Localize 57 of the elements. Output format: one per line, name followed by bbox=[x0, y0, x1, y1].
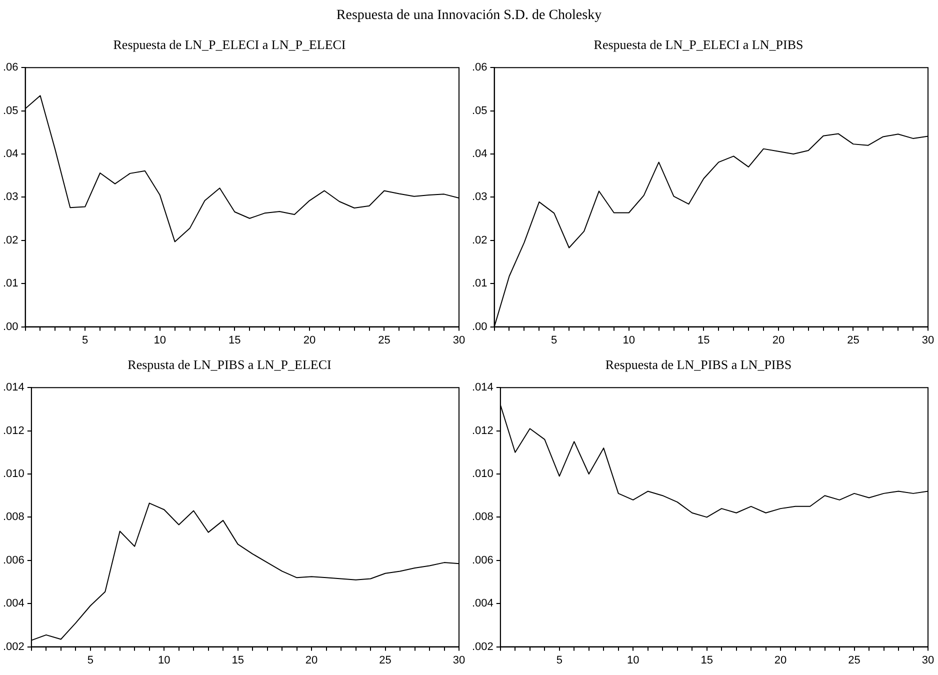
x-tick-label: 20 bbox=[303, 334, 316, 346]
y-tick-label: .006 bbox=[472, 554, 494, 566]
y-tick-label: .01 bbox=[2, 278, 18, 290]
x-tick-label: 15 bbox=[232, 654, 244, 666]
x-tick-label: 10 bbox=[626, 654, 640, 666]
chart-title: Respuesta de LN_PIBS a LN_PIBS bbox=[605, 357, 792, 372]
y-tick-label: .014 bbox=[2, 382, 24, 394]
y-tick-label: .06 bbox=[472, 62, 488, 74]
y-tick-label: .03 bbox=[472, 191, 488, 204]
x-tick-label: 10 bbox=[622, 334, 636, 346]
y-tick-label: .002 bbox=[472, 640, 494, 653]
y-tick-label: .05 bbox=[2, 104, 18, 117]
text: Respuesta de una Innovación S.D. de Cholesky bbox=[336, 8, 602, 23]
y-tick-label: .00 bbox=[2, 320, 18, 333]
y-tick-label: .02 bbox=[2, 234, 18, 246]
y-tick-label: .010 bbox=[472, 468, 494, 480]
x-tick-label: 25 bbox=[379, 654, 392, 666]
y-tick-label: .06 bbox=[2, 62, 18, 74]
x-tick-label: 20 bbox=[305, 654, 318, 666]
x-tick-label: 5 bbox=[87, 654, 94, 666]
x-tick-label: 15 bbox=[228, 334, 241, 346]
x-tick-label: 25 bbox=[847, 334, 860, 346]
x-tick-label: 25 bbox=[848, 654, 860, 666]
x-tick-label: 20 bbox=[772, 334, 785, 346]
y-tick-label: .05 bbox=[472, 104, 488, 117]
y-tick-label: .004 bbox=[2, 598, 24, 610]
x-tick-label: 30 bbox=[452, 334, 466, 346]
x-tick-label: 30 bbox=[922, 654, 934, 666]
y-tick-label: .01 bbox=[472, 278, 488, 290]
x-tick-label: 5 bbox=[551, 334, 558, 346]
y-tick-label: .00 bbox=[472, 320, 488, 333]
x-tick-label: 15 bbox=[700, 654, 713, 666]
y-tick-label: .008 bbox=[472, 511, 494, 524]
y-tick-label: .04 bbox=[2, 148, 18, 160]
y-tick-label: .004 bbox=[472, 598, 494, 610]
x-tick-label: 20 bbox=[774, 654, 787, 666]
chart-title: Respuesta de LN_P_ELECI a LN_P_ELECI bbox=[113, 37, 346, 52]
x-tick-label: 25 bbox=[378, 334, 390, 346]
x-tick-label: 10 bbox=[154, 334, 166, 346]
y-tick-label: .04 bbox=[472, 148, 488, 160]
y-tick-label: .02 bbox=[472, 234, 488, 246]
x-tick-label: 5 bbox=[82, 334, 88, 346]
y-tick-label: .008 bbox=[2, 511, 24, 524]
y-tick-label: .002 bbox=[2, 640, 24, 653]
x-tick-label: 15 bbox=[698, 334, 710, 346]
y-tick-label: .03 bbox=[2, 191, 18, 204]
y-tick-label: .012 bbox=[2, 424, 24, 437]
y-tick-label: .012 bbox=[472, 424, 494, 437]
x-tick-label: 30 bbox=[922, 334, 934, 346]
x-tick-label: 30 bbox=[452, 654, 466, 666]
chart-title: Respusta de LN_PIBS a LN_P_ELECI bbox=[128, 357, 332, 372]
x-tick-label: 10 bbox=[158, 654, 170, 666]
x-tick-label: 5 bbox=[556, 654, 562, 666]
chart-title: Respuesta de LN_P_ELECI a LN_PIBS bbox=[594, 37, 804, 52]
y-tick-label: .014 bbox=[472, 382, 494, 394]
y-tick-label: .006 bbox=[2, 554, 24, 566]
y-tick-label: .010 bbox=[2, 468, 24, 480]
